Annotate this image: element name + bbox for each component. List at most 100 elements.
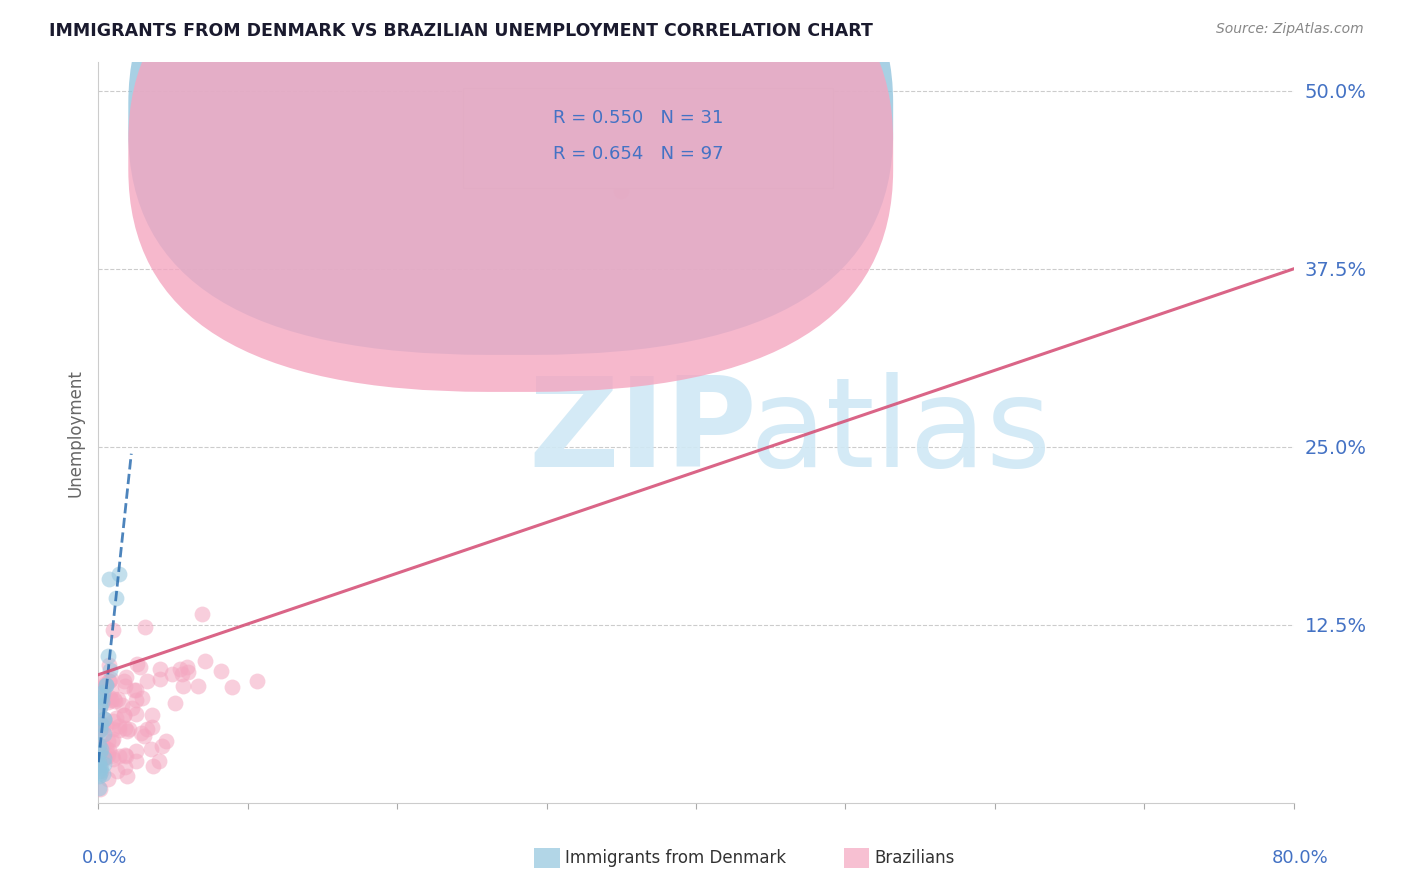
Point	[101, 714, 124, 728]
Point	[91, 674, 114, 689]
Point	[142, 758, 165, 772]
Point	[122, 682, 145, 697]
Text: Brazilians: Brazilians	[875, 849, 955, 867]
Point	[136, 722, 159, 736]
Point	[134, 620, 156, 634]
Point	[111, 698, 134, 713]
Point	[104, 694, 127, 708]
Point	[127, 657, 149, 671]
Point	[93, 756, 115, 771]
Point	[94, 677, 117, 691]
Point	[155, 734, 177, 748]
Point	[87, 780, 110, 795]
Point	[87, 755, 110, 769]
Point	[125, 693, 148, 707]
Point	[104, 711, 127, 725]
Point	[93, 712, 115, 726]
Point	[107, 723, 129, 737]
Point	[97, 648, 120, 663]
Point	[125, 682, 148, 697]
Point	[91, 684, 114, 698]
Point	[108, 719, 131, 733]
FancyBboxPatch shape	[463, 88, 834, 188]
Point	[93, 712, 115, 726]
Point	[115, 769, 138, 783]
Point	[107, 692, 129, 706]
Point	[97, 674, 120, 689]
Point	[108, 749, 131, 764]
Point	[91, 680, 114, 694]
Point	[89, 745, 111, 759]
Point	[117, 724, 139, 739]
Point	[100, 693, 122, 707]
Point	[131, 691, 153, 706]
Point	[114, 749, 136, 764]
Point	[101, 751, 124, 765]
Point	[89, 723, 111, 737]
Point	[87, 758, 110, 772]
Point	[121, 701, 143, 715]
Point	[114, 679, 136, 693]
Point	[105, 764, 128, 779]
Point	[105, 591, 128, 605]
Point	[194, 654, 217, 668]
Point	[93, 727, 115, 741]
Point	[112, 708, 135, 723]
Point	[169, 662, 191, 676]
Point	[100, 672, 122, 686]
Text: R = 0.654   N = 97: R = 0.654 N = 97	[553, 145, 723, 162]
Point	[125, 754, 148, 768]
Point	[87, 722, 110, 736]
Point	[112, 674, 135, 689]
Point	[221, 680, 243, 694]
Point	[97, 695, 120, 709]
Point	[114, 747, 136, 762]
Point	[98, 674, 121, 689]
Text: atlas: atlas	[749, 372, 1052, 493]
Point	[90, 690, 112, 704]
Point	[89, 769, 111, 783]
Point	[90, 684, 112, 698]
Point	[91, 695, 114, 709]
Point	[101, 732, 124, 747]
Point	[150, 739, 173, 753]
Point	[89, 723, 111, 738]
Point	[89, 766, 111, 780]
Point	[114, 759, 136, 773]
Text: 0.0%: 0.0%	[82, 849, 127, 867]
Point	[610, 184, 633, 198]
Point	[132, 729, 155, 743]
Text: 80.0%: 80.0%	[1272, 849, 1329, 867]
Point	[97, 690, 120, 705]
Point	[94, 678, 117, 692]
Point	[114, 721, 136, 735]
Point	[112, 707, 135, 722]
Point	[101, 722, 124, 736]
Point	[89, 716, 111, 731]
Point	[90, 742, 112, 756]
Point	[141, 719, 163, 733]
Point	[91, 720, 114, 734]
Text: Immigrants from Denmark: Immigrants from Denmark	[565, 849, 786, 867]
Point	[101, 749, 124, 764]
Y-axis label: Unemployment: Unemployment	[66, 368, 84, 497]
Point	[91, 739, 114, 754]
Point	[103, 692, 125, 706]
Point	[176, 665, 198, 679]
Point	[149, 672, 172, 686]
Point	[118, 723, 141, 737]
Point	[89, 699, 111, 714]
Point	[91, 767, 114, 781]
Point	[172, 679, 194, 693]
Point	[101, 623, 124, 637]
Point	[187, 679, 209, 693]
FancyBboxPatch shape	[128, 0, 893, 392]
Point	[94, 749, 117, 764]
Point	[89, 698, 111, 713]
Point	[125, 706, 148, 721]
Text: R = 0.550   N = 31: R = 0.550 N = 31	[553, 109, 723, 127]
Text: IMMIGRANTS FROM DENMARK VS BRAZILIAN UNEMPLOYMENT CORRELATION CHART: IMMIGRANTS FROM DENMARK VS BRAZILIAN UNE…	[49, 22, 873, 40]
Point	[139, 742, 162, 756]
Point	[163, 696, 186, 710]
Point	[101, 734, 124, 748]
